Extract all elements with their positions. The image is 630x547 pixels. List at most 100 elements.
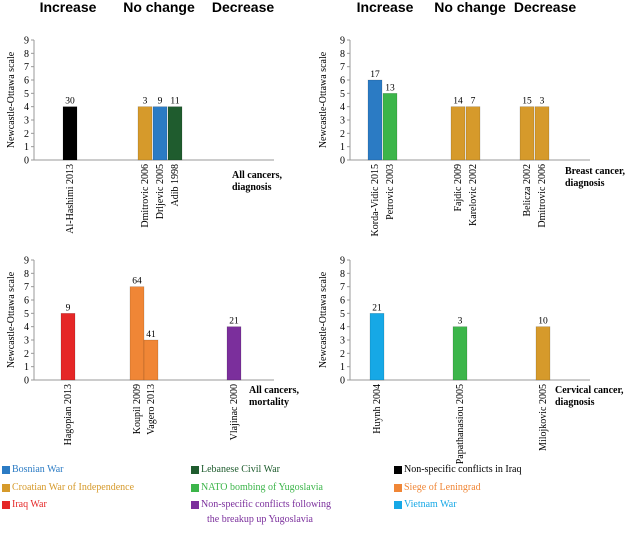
bar <box>534 106 550 161</box>
chart-panel-2: 0 1 2 3 4 5 6 7 8 9 Newcastle-Ottawa scale 17 Korda-… <box>318 36 625 237</box>
y-tick-label: 2 <box>24 129 29 140</box>
y-tick-label: 9 <box>340 256 345 267</box>
bar <box>129 286 145 381</box>
bar-data-label: 14 <box>453 97 463 107</box>
category-label: Al-Hashimi 2013 <box>65 164 76 234</box>
bar-data-label: 21 <box>372 303 382 313</box>
y-tick-label: 5 <box>24 89 29 100</box>
y-tick-label: 8 <box>340 269 345 280</box>
y-tick-label: 1 <box>340 142 345 153</box>
header-increase-left: Increase <box>40 0 97 15</box>
y-tick-label: 9 <box>24 36 29 47</box>
bar-data-label: 64 <box>132 277 142 287</box>
y-tick-label: 7 <box>340 62 345 73</box>
bar-data-label: 17 <box>370 70 380 80</box>
bar <box>450 106 466 161</box>
bar-data-label: 41 <box>146 330 156 340</box>
bar-data-label: 9 <box>158 97 163 107</box>
y-tick-label: 5 <box>340 309 345 320</box>
category-label: Vagero 2013 <box>146 384 157 435</box>
y-tick-label: 6 <box>340 76 345 87</box>
y-tick-label: 6 <box>24 296 29 307</box>
panel-label-line: diagnosis <box>232 182 272 193</box>
y-tick-label: 5 <box>340 89 345 100</box>
y-tick-label: 8 <box>340 49 345 60</box>
y-tick-label: 9 <box>340 36 345 47</box>
bar <box>367 79 383 161</box>
bar <box>519 106 535 161</box>
bar <box>137 106 153 161</box>
header-decrease-left: Decrease <box>212 0 274 15</box>
y-tick-label: 0 <box>24 376 29 387</box>
category-label: Fajdic 2009 <box>453 164 464 212</box>
bar <box>369 313 385 381</box>
panel-label-line: All cancers, <box>232 170 282 181</box>
header-no-change-right: No change <box>434 0 506 15</box>
y-tick-label: 9 <box>24 256 29 267</box>
bar <box>60 313 76 381</box>
y-axis-label: Newcastle-Ottawa scale <box>318 51 329 148</box>
bar-data-label: 30 <box>65 97 75 107</box>
bar-data-label: 3 <box>143 97 148 107</box>
bar <box>535 326 551 381</box>
category-label: Beliczа 2002 <box>522 164 533 216</box>
bar-data-label: 10 <box>538 317 548 327</box>
bar <box>382 93 398 161</box>
y-tick-label: 1 <box>24 142 29 153</box>
category-label: Petrovic 2003 <box>385 164 396 220</box>
bar-data-label: 3 <box>540 97 545 107</box>
y-tick-label: 8 <box>24 49 29 60</box>
category-label: Milojkovic 2005 <box>538 384 549 451</box>
bar-data-label: 21 <box>229 317 239 327</box>
category-label: Huynh 2004 <box>372 384 383 434</box>
header-increase-right: Increase <box>357 0 414 15</box>
header-decrease-right: Decrease <box>514 0 576 15</box>
y-tick-label: 7 <box>24 282 29 293</box>
bar-data-label: 7 <box>471 97 476 107</box>
y-tick-label: 4 <box>340 322 345 333</box>
bar <box>143 339 159 381</box>
y-tick-label: 3 <box>24 336 29 347</box>
y-tick-label: 8 <box>24 269 29 280</box>
bar <box>152 106 168 161</box>
y-tick-label: 4 <box>24 102 29 113</box>
y-tick-label: 4 <box>24 322 29 333</box>
header-no-change-left: No change <box>123 0 195 15</box>
bar-data-label: 11 <box>170 97 179 107</box>
y-tick-label: 0 <box>340 376 345 387</box>
y-tick-label: 0 <box>340 156 345 167</box>
y-tick-label: 3 <box>340 336 345 347</box>
category-label: Adib 1998 <box>170 164 181 207</box>
y-axis-label: Newcastle-Ottawa scale <box>6 51 17 148</box>
chart-panel-3: 0 1 2 3 4 5 6 7 8 9 Newcastle-Ottawa scale 9 Hagopia… <box>6 256 299 446</box>
bar-data-label: 15 <box>522 97 532 107</box>
y-tick-label: 1 <box>340 362 345 373</box>
y-tick-label: 2 <box>340 349 345 360</box>
panel-label-line: diagnosis <box>565 178 605 189</box>
y-tick-label: 0 <box>24 156 29 167</box>
y-tick-label: 1 <box>24 362 29 373</box>
y-axis-label: Newcastle-Ottawa scale <box>6 271 17 368</box>
y-tick-label: 3 <box>340 116 345 127</box>
bar <box>465 106 481 161</box>
y-axis-label: Newcastle-Ottawa scale <box>318 271 329 368</box>
category-label: Korda-Vidic 2015 <box>370 164 381 236</box>
bar <box>62 106 78 161</box>
chart-panel-1: 0 1 2 3 4 5 6 7 8 9 Newcastle-Ottawa scale 30 Al-Has… <box>6 36 282 234</box>
category-label: Dmitrovic 2006 <box>537 164 548 228</box>
bar <box>452 326 468 381</box>
chart-panel-4: 0 1 2 3 4 5 6 7 8 9 Newcastle-Ottawa scale 21 Huynh … <box>318 256 624 465</box>
panel-label-line: Breast cancer, <box>565 166 625 177</box>
bar <box>167 106 183 161</box>
y-tick-label: 7 <box>340 282 345 293</box>
category-label: Koupil 2009 <box>132 384 143 434</box>
panel-label-line: mortality <box>249 397 289 408</box>
y-tick-label: 2 <box>24 349 29 360</box>
bar-data-label: 3 <box>458 317 463 327</box>
category-label: Vlajinac 2000 <box>229 384 240 440</box>
category-label: Dmitrovic 2006 <box>140 164 151 228</box>
y-tick-label: 7 <box>24 62 29 73</box>
category-label: Karelovic 2002 <box>468 164 479 226</box>
bar-data-label: 9 <box>66 303 71 313</box>
bar <box>226 326 242 381</box>
